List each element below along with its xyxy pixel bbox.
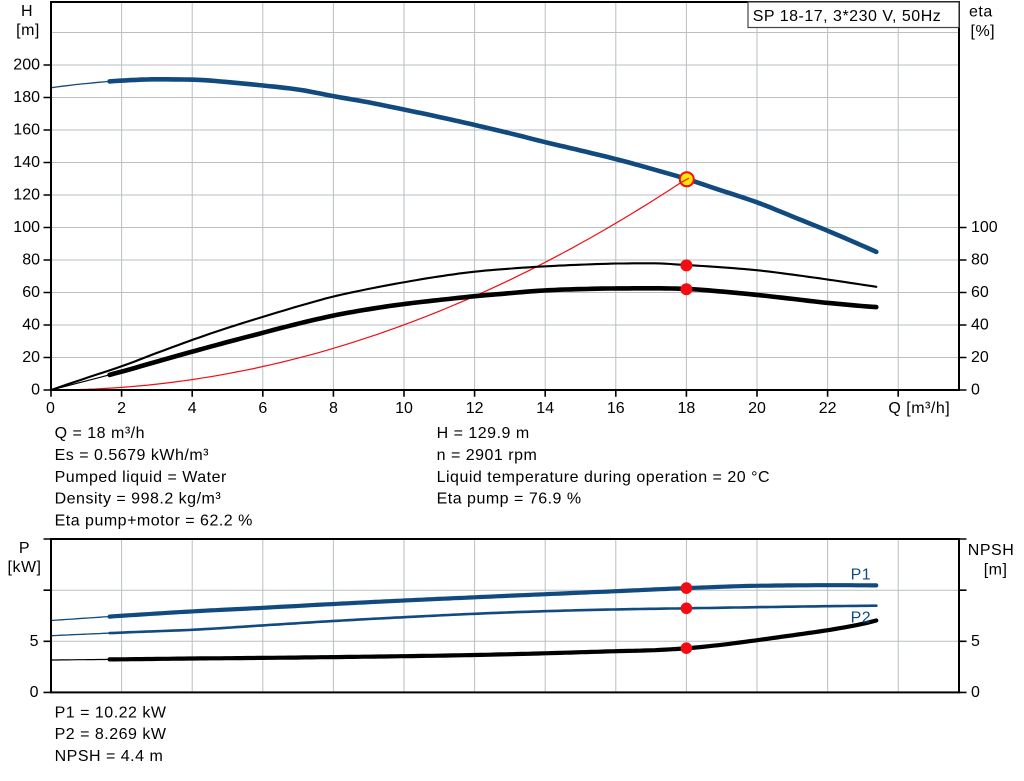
svg-text:Density = 998.2 kg/m³: Density = 998.2 kg/m³	[55, 491, 222, 508]
svg-text:20: 20	[971, 349, 989, 366]
svg-text:100: 100	[13, 219, 40, 236]
svg-text:80: 80	[22, 252, 40, 269]
svg-text:0: 0	[46, 400, 55, 417]
svg-text:Q [m³/h]: Q [m³/h]	[888, 400, 950, 417]
svg-text:[m]: [m]	[16, 22, 40, 39]
svg-text:0: 0	[31, 382, 40, 399]
svg-text:P: P	[19, 540, 30, 557]
svg-text:Liquid temperature during oper: Liquid temperature during operation = 20…	[437, 469, 770, 486]
svg-text:NPSH: NPSH	[968, 542, 1014, 559]
svg-text:60: 60	[22, 284, 40, 301]
svg-text:Pumped liquid = Water: Pumped liquid = Water	[55, 469, 227, 486]
svg-text:Es = 0.5679 kWh/m³: Es = 0.5679 kWh/m³	[55, 447, 210, 464]
svg-text:P1 = 10.22 kW: P1 = 10.22 kW	[55, 705, 167, 722]
svg-text:Eta pump+motor = 62.2 %: Eta pump+motor = 62.2 %	[55, 513, 253, 530]
svg-text:10: 10	[395, 400, 413, 417]
svg-text:0: 0	[971, 684, 980, 701]
svg-text:[kW]: [kW]	[8, 559, 42, 576]
svg-text:18: 18	[678, 400, 696, 417]
svg-text:SP 18-17, 3*230 V, 50Hz: SP 18-17, 3*230 V, 50Hz	[753, 8, 942, 25]
svg-text:P2 = 8.269 kW: P2 = 8.269 kW	[55, 726, 167, 743]
svg-text:5: 5	[971, 633, 980, 650]
svg-text:Q = 18 m³/h: Q = 18 m³/h	[55, 425, 145, 442]
svg-text:40: 40	[971, 317, 989, 334]
svg-text:H = 129.9 m: H = 129.9 m	[437, 425, 530, 442]
svg-text:NPSH = 4.4 m: NPSH = 4.4 m	[55, 748, 164, 765]
svg-text:P2: P2	[851, 610, 872, 627]
svg-text:40: 40	[22, 317, 40, 334]
svg-text:2: 2	[117, 400, 126, 417]
svg-text:20: 20	[748, 400, 766, 417]
svg-text:P1: P1	[851, 567, 872, 584]
svg-text:Eta pump = 76.9 %: Eta pump = 76.9 %	[437, 491, 582, 508]
svg-text:160: 160	[13, 122, 40, 139]
svg-text:120: 120	[13, 187, 40, 204]
svg-text:80: 80	[971, 252, 989, 269]
svg-text:[%]: [%]	[971, 23, 996, 40]
svg-text:100: 100	[971, 219, 998, 236]
svg-text:14: 14	[536, 400, 554, 417]
svg-text:6: 6	[258, 400, 267, 417]
svg-text:8: 8	[329, 400, 338, 417]
svg-text:140: 140	[13, 154, 40, 171]
svg-text:20: 20	[22, 349, 40, 366]
svg-text:12: 12	[466, 400, 484, 417]
svg-text:H: H	[21, 3, 33, 20]
svg-text:4: 4	[188, 400, 197, 417]
svg-text:200: 200	[13, 57, 40, 74]
svg-text:5: 5	[30, 633, 39, 650]
svg-text:16: 16	[607, 400, 625, 417]
svg-text:[m]: [m]	[984, 562, 1008, 579]
svg-text:60: 60	[971, 284, 989, 301]
svg-text:n = 2901 rpm: n = 2901 rpm	[437, 447, 538, 464]
svg-text:0: 0	[971, 382, 980, 399]
svg-text:180: 180	[13, 89, 40, 106]
svg-text:eta: eta	[969, 4, 993, 21]
svg-text:0: 0	[30, 684, 39, 701]
svg-text:22: 22	[819, 400, 837, 417]
